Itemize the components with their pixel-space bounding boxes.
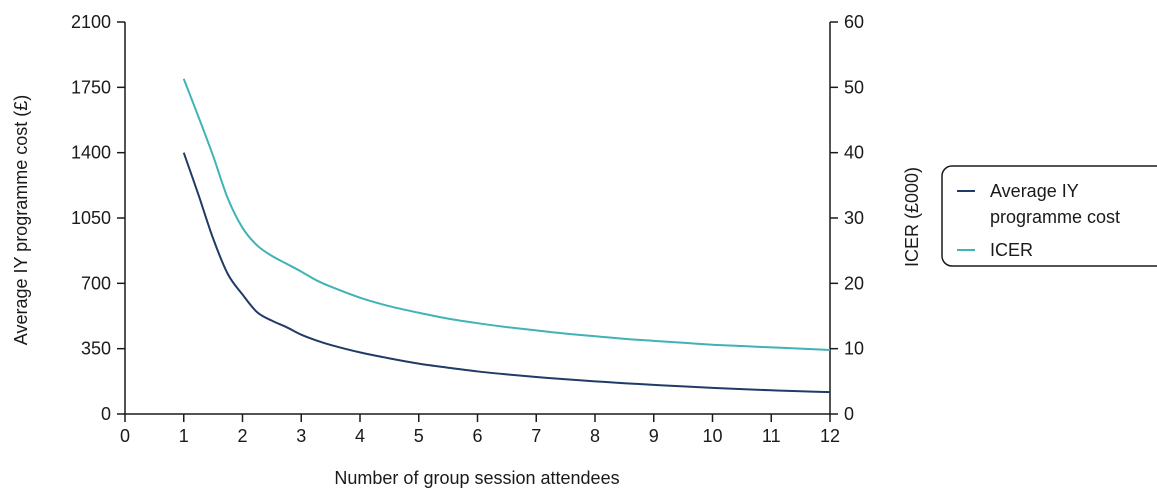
- y-tick-label: 1400: [71, 143, 111, 163]
- y2-tick-label: 10: [844, 339, 864, 359]
- x-tick-label: 6: [472, 426, 482, 446]
- legend-box: [941, 165, 1157, 267]
- x-tick-label: 4: [355, 426, 365, 446]
- y2-tick-label: 50: [844, 77, 864, 97]
- y2-tick-label: 30: [844, 208, 864, 228]
- x-tick-label: 5: [414, 426, 424, 446]
- x-tick-label: 10: [702, 426, 722, 446]
- series-line-average-iy-programme-cost: [182, 152, 831, 394]
- series-lines: [182, 78, 831, 394]
- x-tick-label: 9: [649, 426, 659, 446]
- x-tick-label: 0: [120, 426, 130, 446]
- y-axis-title: Average IY programme cost (£): [11, 95, 31, 345]
- y2-axis-title: ICER (£000): [902, 167, 922, 267]
- y2-tick-label: 0: [844, 404, 854, 424]
- x-tick-label: 3: [296, 426, 306, 446]
- x-tick-label: 2: [237, 426, 247, 446]
- legend-label-average-iy-programme-cost: Average IY programme cost: [990, 181, 1120, 227]
- x-tick-label: 1: [179, 426, 189, 446]
- legend: Average IY programme cost ICER: [941, 165, 1157, 267]
- legend-label-line-2: programme cost: [990, 207, 1120, 227]
- y-tick-label: 700: [81, 273, 111, 293]
- y-tick-label: 1750: [71, 77, 111, 97]
- series-line-icer: [182, 78, 831, 351]
- y2-tick-label: 20: [844, 273, 864, 293]
- x-tick-label: 12: [820, 426, 840, 446]
- y2-tick-label: 60: [844, 12, 864, 32]
- y-tick-label: 0: [101, 404, 111, 424]
- y-tick-label: 2100: [71, 12, 111, 32]
- axes: 0 1 2 3 4 5 6 7 8 9 10 11 12035070010501400175021000…: [71, 12, 864, 446]
- x-axis-title: Number of group session attendees: [334, 468, 619, 488]
- y-tick-label: 350: [81, 339, 111, 359]
- axis-labels: Number of group session attendees Averag…: [11, 95, 922, 488]
- x-tick-label: 7: [531, 426, 541, 446]
- legend-label-line-1: Average IY: [990, 181, 1079, 201]
- y2-tick-label: 40: [844, 143, 864, 163]
- x-tick-label: 11: [762, 426, 781, 446]
- x-tick-label: 8: [590, 426, 600, 446]
- y-tick-label: 1050: [71, 208, 111, 228]
- legend-label-icer: ICER: [990, 240, 1033, 260]
